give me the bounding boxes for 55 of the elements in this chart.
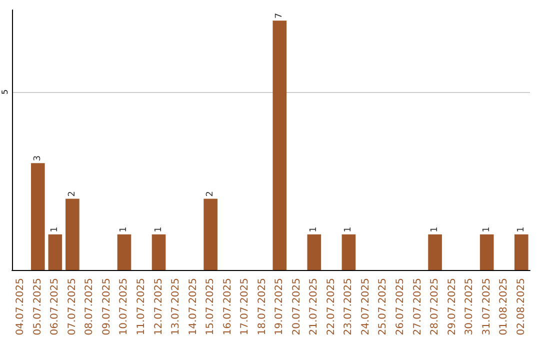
data-label: 1	[516, 226, 526, 232]
data-label: 1	[119, 226, 130, 232]
x-tick-label: 26.07.2025	[395, 278, 406, 336]
bar	[204, 198, 218, 270]
bar	[428, 234, 442, 270]
x-tick-label: 29.07.2025	[446, 278, 458, 336]
x-tick-label: 09.07.2025	[101, 278, 112, 336]
data-label: 2	[67, 191, 78, 197]
data-label: 1	[309, 226, 320, 232]
x-tick-label: 13.07.2025	[170, 278, 182, 336]
data-label: 1	[344, 226, 354, 232]
data-label: 1	[482, 226, 492, 232]
bar	[66, 198, 80, 270]
data-label: 2	[206, 191, 216, 197]
x-tick-label: 16.07.2025	[222, 278, 234, 336]
bar	[272, 20, 287, 270]
x-tick-label: 21.07.2025	[308, 278, 320, 336]
data-label: 1	[50, 226, 60, 232]
x-tick-label: 12.07.2025	[153, 278, 164, 336]
x-tick-label: 01.08.2025	[498, 278, 510, 336]
x-tick-label: 28.07.2025	[430, 278, 441, 336]
x-tick-label: 05.07.2025	[32, 278, 44, 336]
bar	[307, 234, 322, 270]
x-tick-label: 07.07.2025	[66, 278, 78, 336]
x-tick-label: 20.07.2025	[291, 278, 302, 336]
x-tick-label: 02.08.2025	[516, 278, 527, 336]
y-tick-label: 5	[0, 89, 10, 94]
x-tick-label: 17.07.2025	[240, 278, 251, 336]
x-tick-label: 04.07.2025	[15, 278, 26, 336]
x-tick-label: 15.07.2025	[205, 278, 216, 336]
x-tick-label: 11.07.2025	[136, 278, 147, 336]
x-tick-label: 19.07.2025	[274, 278, 286, 336]
x-tick-label: 31.07.2025	[481, 278, 492, 336]
data-label: 7	[274, 12, 285, 19]
data-label: 1	[430, 226, 440, 232]
x-tick-label: 22.07.2025	[326, 278, 337, 336]
x-tick-label: 27.07.2025	[412, 278, 424, 336]
x-tick-label: 24.07.2025	[360, 278, 372, 336]
bar	[152, 234, 166, 270]
x-tick-label: 30.07.2025	[464, 278, 476, 336]
bar	[342, 234, 356, 270]
data-label: 3	[32, 155, 43, 162]
bar	[30, 163, 45, 270]
x-tick-label: 18.07.2025	[256, 278, 268, 336]
bar	[480, 234, 494, 270]
x-tick-label: 10.07.2025	[118, 278, 130, 336]
data-label: 1	[154, 226, 164, 232]
x-tick-label: 23.07.2025	[343, 278, 354, 336]
x-tick-label: 25.07.2025	[378, 278, 389, 336]
bar	[48, 234, 62, 270]
x-tick-label: 14.07.2025	[188, 278, 199, 336]
x-tick-label: 08.07.2025	[84, 278, 96, 336]
bar	[117, 234, 132, 270]
x-tick-label: 06.07.2025	[50, 278, 61, 336]
bar	[514, 234, 528, 270]
